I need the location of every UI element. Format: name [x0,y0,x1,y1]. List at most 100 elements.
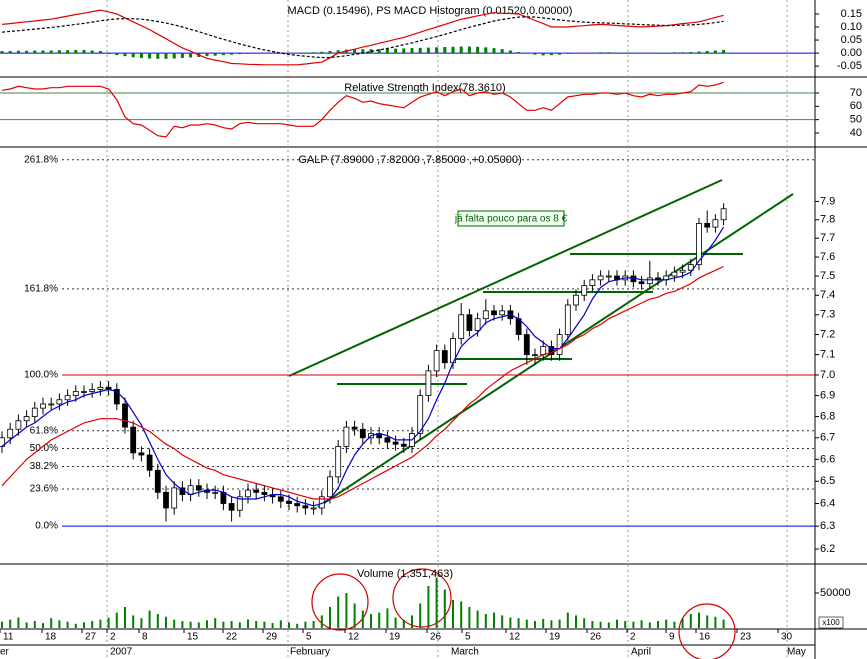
histogram-bar [295,52,299,54]
histogram-bar [320,51,324,54]
unit-label: x100 [822,618,840,627]
volume-bar [140,618,143,628]
histogram-bar [139,53,143,59]
volume-bar [230,621,233,628]
histogram-bar [123,53,127,57]
histogram-bar [262,53,266,54]
volume-bar [361,610,364,628]
histogram-bar [525,53,529,54]
indicator-line [1,9,724,66]
candle-body [228,503,235,511]
candle-body [40,403,46,409]
candle-body [384,437,391,443]
histogram-bar [418,47,422,54]
candle-body [89,388,96,392]
volume-bar [411,615,413,628]
y-tick-label: 0.05 [841,34,862,46]
candle-body [171,487,178,509]
candle-body [548,346,555,356]
y-tick-label: 6.3 [820,520,835,532]
histogram-bar [82,49,86,54]
volume-bar [165,616,167,628]
candle-body [720,208,727,221]
histogram-bar [98,50,102,54]
volume-bar [247,619,249,628]
volume-bar [443,589,446,628]
date-label: 2 [110,632,116,643]
date-label: 19 [549,632,561,643]
histogram-bar [336,50,340,54]
y-tick-label: 6.8 [820,410,835,422]
candle-body [212,491,219,494]
histogram-bar [410,48,414,54]
volume-bar [124,607,126,628]
volume-bar [66,621,69,628]
month-label: February [290,647,330,658]
histogram-bar [16,50,20,54]
unit-box [818,616,844,629]
histogram-bar [385,48,389,54]
volume-bar [558,619,561,628]
y-tick-label: -0.05 [837,60,862,72]
volume-bar [214,618,217,628]
histogram-bar [180,53,184,59]
date-label: 11 [3,632,14,643]
candle-body [581,285,588,296]
volume-bar [337,596,340,628]
histogram-bar [451,46,455,54]
panel-title: MACD (0.15496), PS MACD Histogram (0.015… [288,5,573,17]
histogram-bar [328,50,332,54]
month-label: April [631,647,651,658]
candle-body [704,223,711,228]
volume-bar [427,586,430,628]
volume-bar [714,616,717,628]
volume-bar [345,593,348,628]
panel-title: GALP (7.89000 ,7.82000 ,7.85000 ,+0.0500… [298,154,521,166]
y-tick-label: 0.15 [841,8,862,20]
date-label: 23 [740,632,752,643]
candle-body [286,500,292,504]
histogram-bar [303,52,307,54]
histogram-bar [394,48,398,54]
candle-body [417,395,424,434]
y-tick-label: 40 [850,127,862,139]
volume-bar [681,618,684,628]
volume-bar [698,612,700,628]
histogram-bar [492,48,496,54]
candle-body [400,443,407,447]
volume-bar [173,619,176,628]
volume-bar [402,619,405,628]
channel-upper [288,179,723,377]
histogram-bar [312,52,316,54]
y-tick-label: 7.7 [820,232,835,244]
candle-body [556,334,563,356]
histogram-bar [156,53,160,59]
histogram-bar [172,53,176,59]
date-label: 26 [430,632,442,643]
highlight-circle [311,573,369,631]
candle-body [81,391,87,393]
volume-bar [296,623,299,628]
volume-bar [640,620,643,628]
histogram-bar [435,47,439,54]
date-label: 26 [590,632,602,643]
candle-body [458,314,465,339]
histogram-bar [549,53,553,56]
volume-bar [50,618,53,628]
volume-bar [624,621,627,628]
candle-body [343,426,350,447]
volume-bar [271,623,274,628]
histogram-bar [90,50,94,54]
panel-title: Volume (1,351,463) [357,568,453,580]
volume-bar [25,622,28,628]
candle-body [392,441,399,445]
candle-body [597,275,604,281]
candle-body [163,491,169,509]
candle-body [499,310,506,316]
histogram-bar [713,50,717,54]
y-tick-label: 7.4 [820,289,835,301]
candle-body [687,264,694,271]
volume-bar [566,612,569,628]
y-tick-label: 7.9 [820,195,835,207]
histogram-bar [213,53,217,56]
